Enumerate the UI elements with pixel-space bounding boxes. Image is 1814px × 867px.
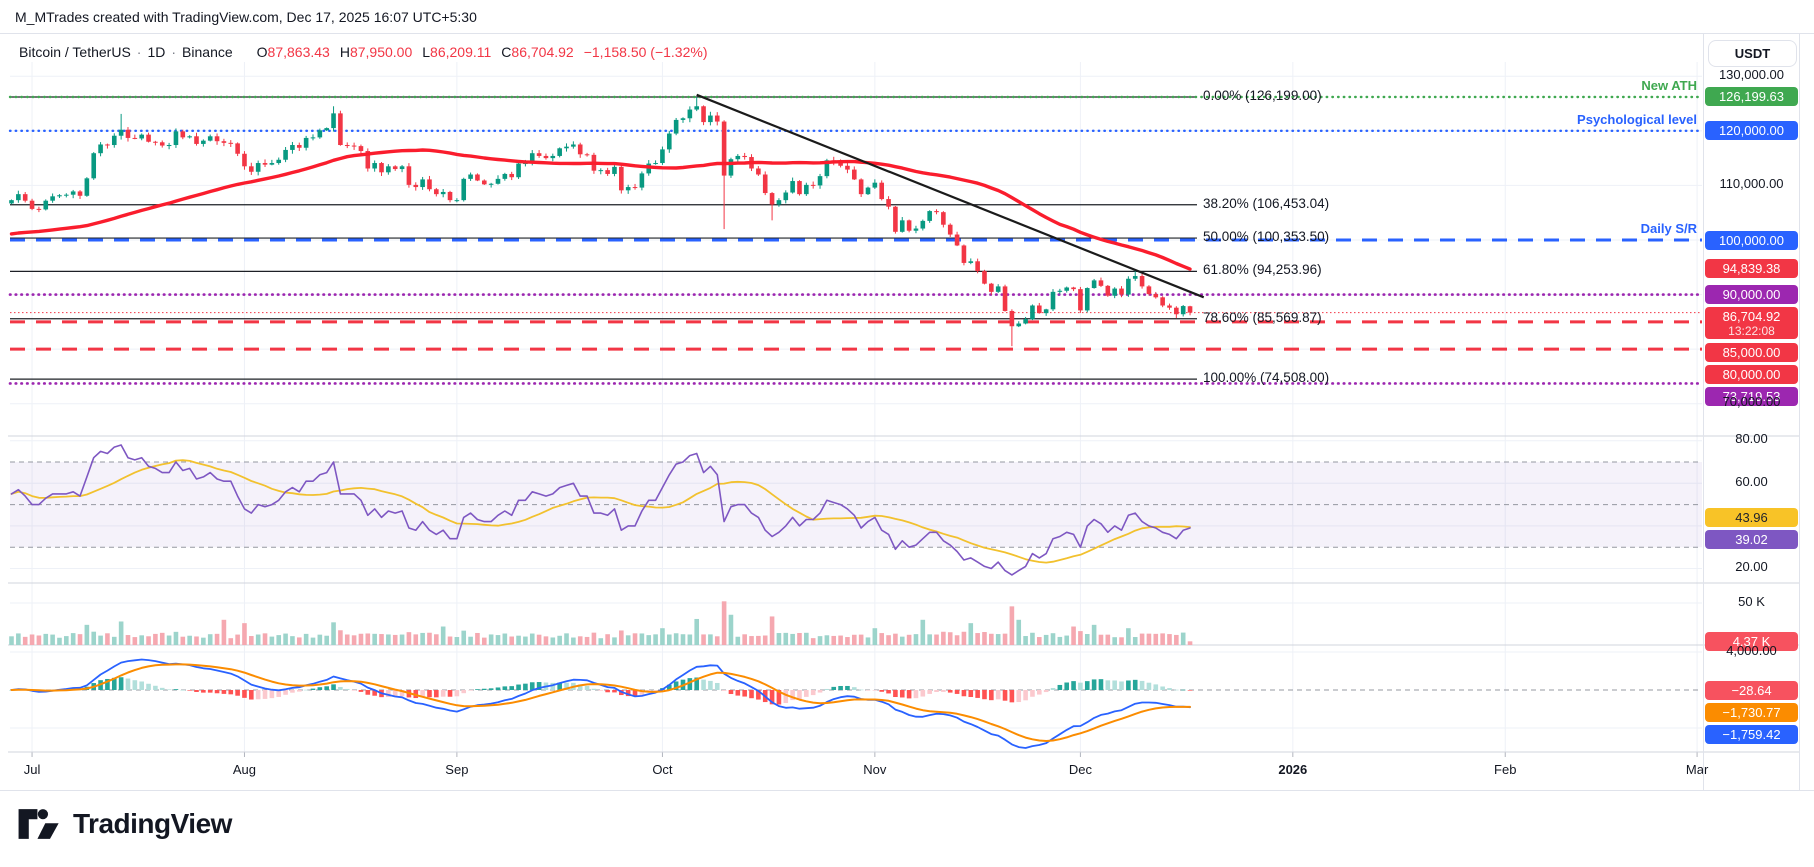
price-label[interactable]: 120,000.00	[1705, 121, 1798, 141]
chart-annotation: Psychological level	[1577, 111, 1697, 127]
rsi-label[interactable]: 80.00	[1735, 431, 1768, 447]
time-axis-label-jul: Jul	[23, 762, 41, 777]
price-label[interactable]: 110,000.00	[1719, 175, 1784, 191]
price-label[interactable]: 130,000.00	[1718, 66, 1785, 82]
macd-label[interactable]: −1,730.77	[1705, 702, 1798, 722]
ohlc-values: O87,863.43 H87,950.00 L86,209.11 C86,704.92…	[256, 44, 708, 60]
symbol-name[interactable]: Bitcoin / TetherUS	[19, 44, 131, 60]
price-label[interactable]: 80,000.00	[1705, 365, 1798, 385]
snapshot-header: M_MTrades created with TradingView.com, …	[15, 9, 477, 25]
header-divider	[0, 33, 1814, 34]
currency-toggle-button[interactable]: USDT	[1708, 40, 1797, 67]
close-value: 86,704.92	[511, 44, 574, 60]
time-axis-label-dec: Dec	[1068, 762, 1092, 777]
fib-level-label: 100.00% (74,508.00)	[1203, 370, 1330, 386]
chart-bottom-border	[0, 790, 1814, 791]
volume-label[interactable]: 50 K	[1738, 593, 1765, 609]
rsi-label[interactable]: 43.96	[1705, 507, 1798, 527]
rsi-label[interactable]: 39.02	[1705, 529, 1798, 549]
tradingview-logo[interactable]: TradingView	[17, 804, 232, 844]
time-axis-label-nov: Nov	[863, 762, 887, 777]
chart-right-border	[1799, 34, 1800, 790]
price-label[interactable]: 70,000.00	[1722, 394, 1781, 410]
macd-label[interactable]: −1,759.42	[1705, 724, 1798, 744]
rsi-label[interactable]: 20.00	[1735, 559, 1768, 574]
time-axis-label-mar: Mar	[1685, 762, 1709, 777]
chart-annotation: Daily S/R	[1640, 221, 1697, 236]
price-label[interactable]: 100,000.00	[1705, 230, 1798, 250]
exchange[interactable]: Binance	[182, 44, 233, 60]
symbol-title-bar[interactable]: Bitcoin / TetherUS · 1D · Binance O87,863.43 H…	[19, 44, 708, 60]
price-label[interactable]: 73,719.53	[1705, 387, 1798, 407]
tradingview-logo-icon	[18, 809, 59, 839]
time-axis-label-sep: Sep	[445, 762, 469, 777]
price-label[interactable]: 86,704.92 13:22:08	[1705, 307, 1798, 340]
time-axis-label-oct: Oct	[652, 762, 673, 777]
chart-annotation: New ATH	[1641, 77, 1697, 93]
fib-level-label: 0.00% (126,199.00)	[1203, 87, 1322, 103]
price-label[interactable]: 94,839.38	[1705, 258, 1798, 278]
time-axis-label-feb: Feb	[1494, 762, 1517, 777]
price-axis-divider	[1703, 34, 1704, 790]
fib-level-label: 78.60% (85,569.87)	[1203, 309, 1322, 325]
low-value: 86,209.11	[430, 44, 492, 60]
fib-level-label: 50.00% (100,353.50)	[1203, 229, 1330, 245]
change-value: −1,158.50 (−1.32%)	[583, 44, 708, 60]
macd-label[interactable]: −28.64	[1705, 680, 1798, 700]
high-value: 87,950.00	[349, 44, 413, 60]
fib-level-label: 61.80% (94,253.96)	[1203, 262, 1322, 278]
price-label[interactable]: 90,000.00	[1705, 285, 1798, 305]
tradingview-wordmark: TradingView	[73, 808, 232, 839]
open-value: 87,863.43	[267, 44, 330, 60]
time-axis-label-2026: 2026	[1278, 762, 1308, 777]
interval[interactable]: 1D	[147, 44, 166, 60]
last-price-time: 13:22:08	[1728, 324, 1775, 339]
rsi-label[interactable]: 60.00	[1735, 473, 1768, 489]
time-axis-label-aug: Aug	[232, 762, 257, 777]
volume-label[interactable]: 4.37 K	[1705, 631, 1798, 651]
macd-label[interactable]: 4,000.00	[1726, 642, 1777, 658]
price-label[interactable]: 126,199.63	[1705, 87, 1798, 107]
fib-level-label: 38.20% (106,453.04)	[1203, 195, 1330, 211]
price-label[interactable]: 85,000.00	[1705, 343, 1798, 363]
